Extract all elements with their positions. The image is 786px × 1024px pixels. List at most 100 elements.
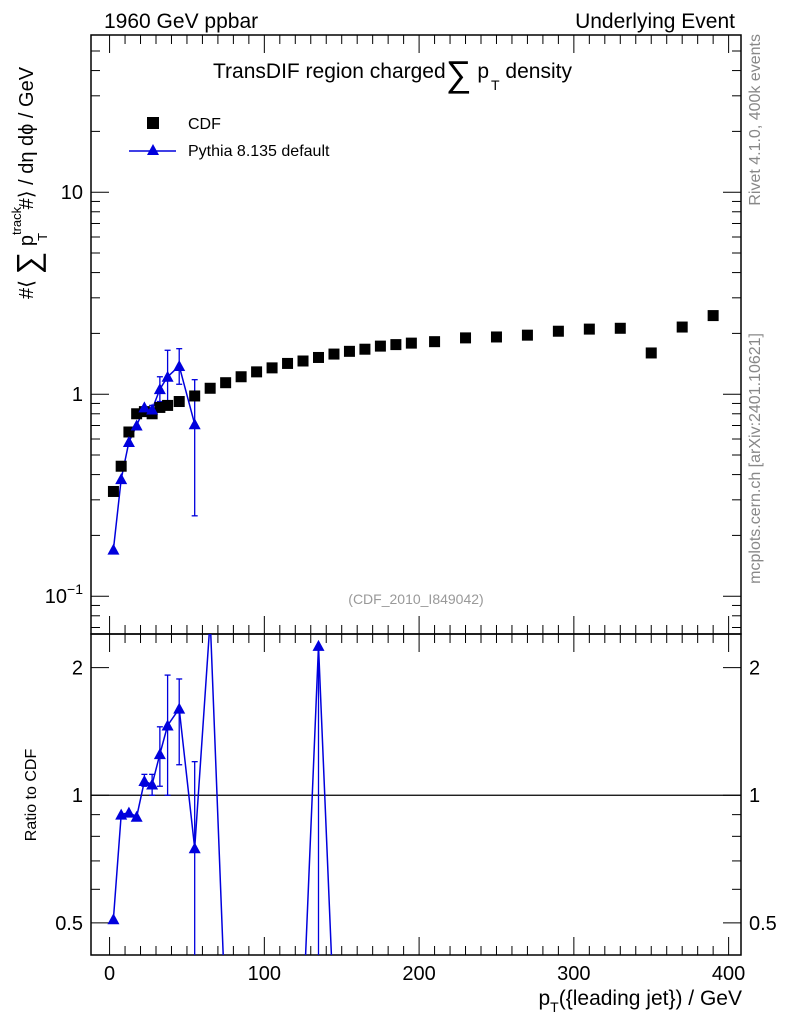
ratio-y-tick-label-right: 0.5 <box>749 913 777 935</box>
cdf-point <box>429 336 441 348</box>
ratio-series-group <box>107 634 333 955</box>
pythia-point <box>153 383 166 395</box>
cdf-point <box>583 323 595 335</box>
ratio-point <box>161 719 174 731</box>
cdf-point <box>328 348 340 360</box>
ratio-point <box>173 702 186 714</box>
xlabel: pT({leading jet}) / GeV <box>538 987 742 1015</box>
title-prefix: TransDIF region charged <box>213 60 446 83</box>
cdf-point <box>676 321 688 333</box>
cdf-point <box>390 339 402 351</box>
ratio-frame-border <box>90 633 742 956</box>
cdf-point <box>115 460 127 472</box>
cdf-point <box>173 396 185 408</box>
xlabel-rest: ({leading jet}) / GeV <box>559 987 742 1010</box>
cdf-point <box>266 362 278 374</box>
ratio-y-tick-label: 1 <box>72 785 83 807</box>
cdf-point <box>162 399 174 411</box>
pythia-series-line <box>112 364 196 550</box>
cdf-point <box>107 485 119 497</box>
cdf-point <box>374 340 386 352</box>
x-tick-label: 0 <box>104 963 115 985</box>
main-y-tick-label: 1 <box>72 384 83 406</box>
pythia-point <box>173 359 186 371</box>
cdf-point <box>552 325 564 337</box>
main-panel: 10−1 1 10 <box>45 34 742 635</box>
ylabel-sup: track <box>9 206 24 235</box>
legend-label-pythia: Pythia 8.135 default <box>188 143 330 160</box>
cdf-point <box>645 347 657 359</box>
legend: CDF Pythia 8.135 default <box>129 116 330 160</box>
pythia-point <box>122 435 135 447</box>
ratio-point <box>146 778 159 790</box>
cdf-point <box>359 343 371 355</box>
legend-marker-pythia <box>147 144 159 155</box>
ratio-y-tick-label-right: 2 <box>749 658 760 680</box>
main-y-tick-label: 10 <box>61 182 83 204</box>
ratio-ylabel: Ratio to CDF <box>23 749 40 842</box>
ratio-point <box>138 775 151 787</box>
ylabel-a: #⟨ <box>16 275 38 299</box>
cdf-point <box>154 401 166 413</box>
rivet-label: Rivet 4.1.0, 400k events <box>747 34 764 206</box>
ratio-y-tick-label: 0.5 <box>55 913 83 935</box>
cdf-point <box>251 366 263 378</box>
x-tick-label: 200 <box>402 963 435 985</box>
cdf-point <box>123 426 135 438</box>
cdf-point <box>405 337 417 349</box>
ylabel-sub: T <box>35 233 50 241</box>
cdf-point <box>313 351 324 363</box>
main-y-tick-label: 10−1 <box>45 581 83 608</box>
cdf-point <box>282 357 294 369</box>
cdf-point <box>297 355 309 367</box>
header-left: 1960 GeV ppbar <box>104 10 258 33</box>
xlabel-p: p <box>538 987 550 1010</box>
pythia-point <box>130 419 143 431</box>
cdf-point <box>204 382 216 394</box>
pythia-point <box>138 401 151 413</box>
cdf-point <box>343 345 355 357</box>
ylabel-sum: ∑ <box>10 252 46 275</box>
pythia-point <box>115 473 128 485</box>
ratio-point <box>130 810 143 822</box>
title-sub: T <box>491 77 500 93</box>
cdf-point <box>614 322 626 334</box>
cdf-point <box>490 331 502 343</box>
ratio-y-tick-label-right: 1 <box>749 785 760 807</box>
cdf-point <box>460 332 472 344</box>
cdf-point <box>220 377 232 389</box>
legend-marker-cdf <box>147 117 159 129</box>
ylabel-b: #⟩ / dη dϕ / GeV <box>16 66 38 215</box>
cdf-point <box>131 408 143 420</box>
x-tick-label: 300 <box>557 963 590 985</box>
mcplots-label: mcplots.cern.ch [arXiv:2401.10621] <box>747 333 764 584</box>
ratio-y-tick-label: 2 <box>72 658 83 680</box>
ylabel-p: p <box>16 235 38 252</box>
title-p: p <box>477 60 489 83</box>
pythia-point <box>161 370 174 382</box>
header-right: Underlying Event <box>575 10 735 33</box>
ratio-point <box>153 748 166 760</box>
ratio-point <box>312 639 325 651</box>
ratio-point <box>122 806 135 818</box>
legend-label-cdf: CDF <box>188 116 221 133</box>
main-title: TransDIF region charged∑ pT density <box>213 53 572 94</box>
ratio-point <box>188 842 201 854</box>
title-suffix: density <box>500 60 573 83</box>
pythia-point <box>107 543 120 555</box>
x-tick-label: 400 <box>712 963 745 985</box>
pythia-point <box>146 403 159 415</box>
ratio-point <box>107 913 120 925</box>
cdf-point <box>235 371 247 383</box>
ratio-panel: 0 100 200 300 400 0.5 0.5 1 1 2 2 <box>55 633 777 985</box>
cdf-point <box>707 310 719 322</box>
title-sum: ∑ <box>446 53 472 94</box>
main-ylabel: #⟨ ∑ ptrack T #⟩ / dη dϕ / GeV <box>9 66 50 299</box>
x-tick-label: 100 <box>248 963 281 985</box>
ratio-series-line <box>112 634 333 955</box>
cdf-point <box>189 390 201 402</box>
cdf-point <box>521 329 533 341</box>
pythia-point <box>188 418 201 430</box>
xlabel-sub: T <box>550 999 559 1015</box>
